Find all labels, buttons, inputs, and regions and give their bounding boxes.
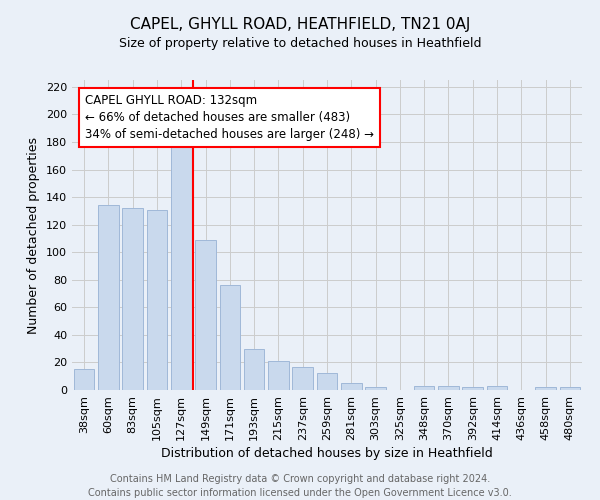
Bar (122, 208, 143, 390)
Bar (171, 136, 191, 390)
Bar (74, 370, 94, 390)
Bar (487, 386, 508, 390)
Bar (98, 206, 119, 390)
Bar (535, 387, 556, 390)
Text: Size of property relative to detached houses in Heathfield: Size of property relative to detached ho… (119, 38, 481, 51)
Bar (292, 366, 313, 390)
Bar (268, 361, 289, 390)
Bar (244, 348, 265, 390)
Bar (463, 387, 483, 390)
Bar (341, 383, 362, 390)
Text: Contains HM Land Registry data © Crown copyright and database right 2024.
Contai: Contains HM Land Registry data © Crown c… (88, 474, 512, 498)
Text: CAPEL, GHYLL ROAD, HEATHFIELD, TN21 0AJ: CAPEL, GHYLL ROAD, HEATHFIELD, TN21 0AJ (130, 18, 470, 32)
Bar (438, 386, 459, 390)
Bar (560, 387, 580, 390)
Bar (220, 286, 240, 390)
Bar (195, 240, 216, 390)
Text: CAPEL GHYLL ROAD: 132sqm
← 66% of detached houses are smaller (483)
34% of semi-: CAPEL GHYLL ROAD: 132sqm ← 66% of detach… (85, 94, 374, 141)
Bar (414, 386, 434, 390)
Bar (146, 210, 167, 390)
Bar (365, 387, 386, 390)
Y-axis label: Number of detached properties: Number of detached properties (28, 136, 40, 334)
X-axis label: Distribution of detached houses by size in Heathfield: Distribution of detached houses by size … (161, 447, 493, 460)
Bar (317, 374, 337, 390)
